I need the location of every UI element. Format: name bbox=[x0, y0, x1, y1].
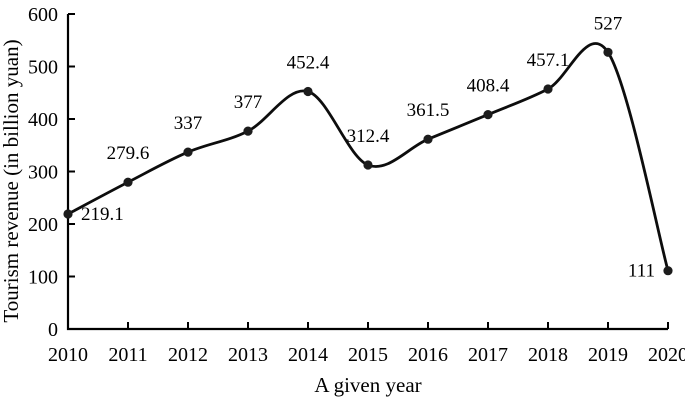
x-tick-label: 2010 bbox=[48, 344, 88, 366]
y-axis-title: Tourism revenue (in billion yuan) bbox=[0, 39, 23, 322]
y-tick-label: 600 bbox=[28, 4, 58, 26]
data-point-2017 bbox=[483, 110, 493, 120]
x-tick-label: 2015 bbox=[348, 344, 388, 366]
x-tick-label: 2019 bbox=[588, 344, 628, 366]
y-tick-label: 200 bbox=[28, 214, 58, 236]
x-axis-title: A given year bbox=[314, 373, 421, 397]
plot-area: 0 100 200 300 400 500 600 2010 2011 2012 2013 2014 2… bbox=[28, 4, 685, 366]
data-label-2016: 361.5 bbox=[407, 100, 450, 121]
data-label-2010: 219.1 bbox=[81, 204, 124, 225]
data-label-2012: 337 bbox=[174, 113, 203, 134]
x-tick-label: 2013 bbox=[228, 344, 268, 366]
x-tick-label: 2016 bbox=[408, 344, 448, 366]
data-point-2013 bbox=[243, 126, 253, 136]
y-tick-label: 300 bbox=[28, 162, 58, 184]
x-tick-label: 2012 bbox=[168, 344, 208, 366]
y-tick-label: 100 bbox=[28, 267, 58, 289]
x-tick-label: 2014 bbox=[288, 344, 328, 366]
x-tick-label: 2017 bbox=[468, 344, 508, 366]
data-point-2014 bbox=[303, 86, 313, 97]
data-label-2018: 457.1 bbox=[527, 50, 570, 71]
y-tick-label: 0 bbox=[48, 319, 58, 341]
x-tick-label: 2020 bbox=[648, 344, 685, 366]
data-point-2018 bbox=[543, 84, 553, 94]
x-tick-label: 2018 bbox=[528, 344, 568, 366]
data-point-2019 bbox=[603, 47, 613, 57]
data-label-2017: 408.4 bbox=[467, 76, 510, 97]
y-tick-label: 500 bbox=[28, 57, 58, 79]
data-point-2011 bbox=[123, 177, 133, 187]
data-label-2020: 111 bbox=[628, 261, 655, 282]
data-point-2015 bbox=[363, 160, 373, 170]
axes bbox=[66, 14, 668, 331]
y-tick-label: 400 bbox=[28, 109, 58, 131]
data-label-2019: 527 bbox=[594, 13, 623, 34]
data-point-2020 bbox=[663, 266, 673, 276]
data-label-2014: 452.4 bbox=[287, 53, 330, 74]
data-point-2010 bbox=[63, 209, 73, 219]
data-label-2011: 279.6 bbox=[107, 143, 150, 164]
series-line bbox=[66, 42, 670, 273]
data-point-2016 bbox=[423, 134, 433, 144]
x-tick-label: 2011 bbox=[108, 344, 147, 366]
data-label-2015: 312.4 bbox=[347, 126, 390, 147]
data-label-2013: 377 bbox=[234, 92, 263, 113]
data-point-2012 bbox=[183, 147, 193, 157]
